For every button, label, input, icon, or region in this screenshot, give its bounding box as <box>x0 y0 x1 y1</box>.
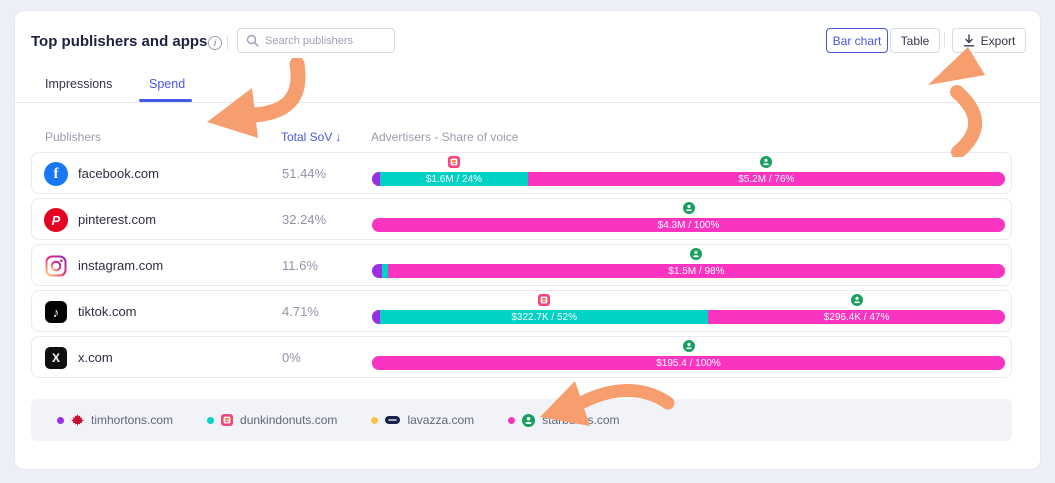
tab-impressions[interactable]: Impressions <box>45 77 113 91</box>
bar-segment-label: $1.5M / 98% <box>668 265 725 277</box>
bar-segment-starbucks[interactable]: $296.4K / 47% <box>708 294 1005 324</box>
export-icon <box>963 34 975 47</box>
legend-item-lavazza[interactable]: lavazza.com <box>371 413 474 427</box>
facebook-icon: f <box>44 162 68 186</box>
share-of-voice-bar: $1.6M / 24% $5.2M / 76% <box>372 153 1005 195</box>
legend-color-dot <box>508 416 516 424</box>
divider <box>944 32 945 47</box>
share-of-voice-bar: $322.7K / 52% $296.4K / 47% <box>372 291 1005 333</box>
publisher-row-x[interactable]: X x.com 0% $195.4 / 100% <box>31 336 1012 378</box>
total-sov-value: 32.24% <box>282 212 327 227</box>
column-header-total-sov[interactable]: Total SoV ↓ <box>281 130 341 144</box>
bar-segment-label: $4.3M / 100% <box>657 219 720 231</box>
legend-label: lavazza.com <box>407 413 475 427</box>
share-of-voice-bar: $195.4 / 100% <box>372 337 1005 379</box>
publisher-name: facebook.com <box>78 166 159 181</box>
advertiser-legend: timhortons.com dunkindonuts.com lavazza.… <box>31 399 1012 441</box>
info-icon[interactable]: i <box>208 36 222 50</box>
bar-segment-timhortons[interactable] <box>372 310 381 324</box>
bar-segment-label: $296.4K / 47% <box>823 311 890 323</box>
bar-segment-starbucks[interactable]: $195.4 / 100% <box>372 340 1005 370</box>
dunkindonuts-icon <box>221 414 234 426</box>
total-sov-value: 51.44% <box>282 166 327 181</box>
search-input[interactable] <box>265 34 375 47</box>
total-sov-label: Total SoV <box>281 130 333 144</box>
timhortons-icon <box>71 413 84 427</box>
bar-segment-starbucks[interactable]: $1.5M / 98% <box>387 248 1005 278</box>
total-sov-value: 11.6% <box>282 258 318 273</box>
starbucks-icon <box>522 413 536 427</box>
column-header-publishers: Publishers <box>45 130 102 144</box>
publisher-row-instagram[interactable]: instagram.com 11.6% $1.5M / 98% <box>31 244 1012 286</box>
instagram-icon <box>45 255 67 277</box>
bar-segment-starbucks[interactable]: $5.2M / 76% <box>527 156 1005 186</box>
legend-label: timhortons.com <box>91 413 174 427</box>
table-toggle-button[interactable]: Table <box>890 28 940 53</box>
divider <box>227 35 228 50</box>
lavazza-icon <box>385 416 401 424</box>
starbucks-icon <box>850 294 863 306</box>
search-box[interactable] <box>237 28 395 53</box>
active-tab-underline <box>139 99 192 102</box>
legend-label: dunkindonuts.com <box>240 413 338 427</box>
total-sov-value: 0% <box>282 350 301 365</box>
pinterest-icon: P <box>44 208 68 232</box>
publisher-name: x.com <box>78 350 113 365</box>
starbucks-icon <box>760 156 773 168</box>
bar-segment-dunkindonuts[interactable]: $1.6M / 24% <box>380 156 528 186</box>
bar-segment-dunkindonuts[interactable] <box>382 264 388 278</box>
publisher-row-facebook[interactable]: f facebook.com 51.44% $1.6M / 24% $5.2M … <box>31 152 1012 194</box>
bar-segment-label: $5.2M / 76% <box>738 173 795 185</box>
bar-segment-starbucks[interactable]: $4.3M / 100% <box>372 202 1005 232</box>
legend-color-dot <box>57 416 64 424</box>
starbucks-icon <box>690 248 703 260</box>
total-sov-value: 4.71% <box>282 304 319 319</box>
legend-label: starbucks.com <box>542 413 620 427</box>
bar-segment-label: $1.6M / 24% <box>425 173 483 185</box>
dunkindonuts-icon <box>538 294 551 306</box>
export-button[interactable]: Export <box>952 28 1026 53</box>
bar-chart-toggle-button[interactable]: Bar chart <box>826 28 888 53</box>
bar-segment-label: $322.7K / 52% <box>511 311 577 323</box>
legend-color-dot <box>207 416 215 424</box>
bar-segment-timhortons[interactable] <box>372 264 383 278</box>
starbucks-icon <box>682 202 695 214</box>
bar-segment-label: $195.4 / 100% <box>656 357 721 369</box>
legend-item-starbucks[interactable]: starbucks.com <box>508 413 620 427</box>
export-label: Export <box>980 33 1016 48</box>
x-icon: X <box>45 347 67 369</box>
tabs-divider <box>15 102 1040 103</box>
share-of-voice-bar: $1.5M / 98% <box>372 245 1005 287</box>
bar-segment-dunkindonuts[interactable]: $322.7K / 52% <box>380 294 709 324</box>
tab-spend[interactable]: Spend <box>149 77 186 91</box>
legend-item-timhortons[interactable]: timhortons.com <box>57 413 173 427</box>
publisher-name: tiktok.com <box>78 304 137 319</box>
bar-segment-timhortons[interactable] <box>372 172 381 186</box>
publisher-row-tiktok[interactable]: ♪ tiktok.com 4.71% $322.7K / 52% $296.4K… <box>31 290 1012 332</box>
sort-desc-icon[interactable]: ↓ <box>335 130 342 144</box>
publisher-name: instagram.com <box>78 258 164 273</box>
page-title: Top publishers and apps <box>31 33 208 50</box>
starbucks-icon <box>682 340 695 352</box>
legend-color-dot <box>371 416 379 424</box>
dunkindonuts-icon <box>447 156 460 168</box>
search-icon <box>246 34 259 47</box>
column-header-advertisers: Advertisers - Share of voice <box>371 130 519 144</box>
publisher-name: pinterest.com <box>78 212 157 227</box>
legend-item-dunkindonuts[interactable]: dunkindonuts.com <box>207 413 337 427</box>
tiktok-icon: ♪ <box>45 301 67 323</box>
share-of-voice-bar: $4.3M / 100% <box>372 199 1005 241</box>
top-publishers-card: Top publishers and apps i Bar chart Tabl… <box>14 10 1041 470</box>
publisher-row-pinterest[interactable]: P pinterest.com 32.24% $4.3M / 100% <box>31 198 1012 240</box>
